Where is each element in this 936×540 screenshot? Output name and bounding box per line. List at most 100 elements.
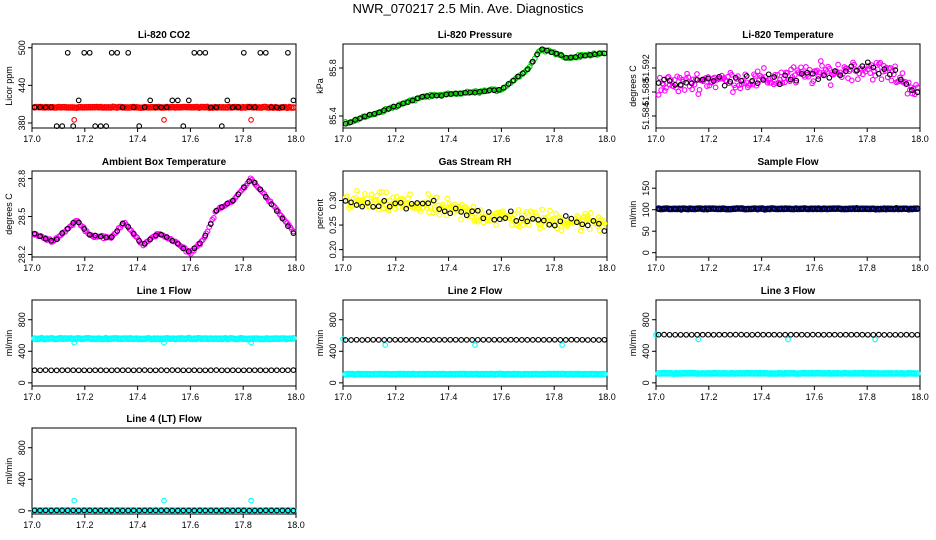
data-point xyxy=(405,99,411,105)
data-point xyxy=(169,367,176,373)
data-point xyxy=(471,218,478,224)
data-point xyxy=(524,337,531,343)
data-point xyxy=(31,507,38,514)
data-point xyxy=(397,336,404,343)
data-point xyxy=(152,232,159,239)
data-point xyxy=(163,234,170,240)
x-tick-label: 17.6 xyxy=(806,134,824,144)
data-point xyxy=(152,507,159,514)
data-point xyxy=(793,331,800,338)
data-point xyxy=(480,215,487,222)
data-point xyxy=(202,367,209,374)
data-point xyxy=(892,67,899,73)
data-point xyxy=(376,109,383,116)
data-point xyxy=(257,186,264,193)
data-point xyxy=(694,331,701,338)
data-point xyxy=(218,204,225,210)
data-point xyxy=(535,336,542,343)
data-point xyxy=(776,331,783,338)
data-point xyxy=(525,221,532,228)
data-point xyxy=(516,223,523,230)
data-point xyxy=(103,123,110,129)
data-point xyxy=(202,232,209,239)
data-point xyxy=(370,336,377,343)
data-point xyxy=(886,331,893,338)
chart-panel-ambient-temp: Ambient Box Temperature 17.0 17.2 17.4 17.6 1… xyxy=(4,157,305,273)
data-point xyxy=(508,221,515,228)
data-point xyxy=(262,193,269,200)
data-point xyxy=(712,84,719,91)
data-point xyxy=(114,228,121,234)
series-1 xyxy=(655,59,921,96)
data-point xyxy=(798,64,804,71)
data-point xyxy=(568,336,575,343)
x-tick-label: 17.0 xyxy=(23,134,41,144)
data-point xyxy=(202,49,209,56)
data-point xyxy=(75,97,82,104)
data-point xyxy=(37,507,43,514)
data-point xyxy=(240,367,247,374)
data-point xyxy=(48,507,55,514)
data-point xyxy=(452,205,459,212)
data-point xyxy=(831,331,838,338)
data-point xyxy=(248,117,254,123)
data-point xyxy=(381,205,387,212)
data-point xyxy=(472,342,478,348)
data-point xyxy=(37,104,43,111)
data-point xyxy=(196,240,203,247)
data-point xyxy=(553,50,560,57)
data-point xyxy=(359,203,366,210)
data-point xyxy=(75,367,82,374)
data-point xyxy=(430,337,437,343)
data-point xyxy=(746,82,752,89)
y-axis-label: kPa xyxy=(315,78,325,94)
data-point xyxy=(352,117,359,123)
series-2 xyxy=(31,49,297,129)
series-1 xyxy=(71,497,254,504)
data-point xyxy=(347,119,354,126)
data-point xyxy=(59,123,66,129)
data-point xyxy=(273,507,280,514)
data-point xyxy=(426,209,433,216)
data-point xyxy=(847,66,854,73)
data-point xyxy=(897,76,904,83)
data-point xyxy=(174,507,181,514)
data-point xyxy=(903,331,910,338)
data-point xyxy=(710,78,717,84)
data-point xyxy=(820,205,827,212)
data-point xyxy=(71,339,78,346)
data-point xyxy=(694,205,701,212)
data-point xyxy=(125,507,132,514)
data-point xyxy=(721,331,728,338)
data-point xyxy=(185,507,192,514)
data-point xyxy=(798,206,805,212)
data-point xyxy=(558,227,565,234)
data-point xyxy=(191,49,198,56)
data-point xyxy=(108,367,115,374)
data-point xyxy=(452,336,459,343)
panel-title: Li-820 Temperature xyxy=(742,30,834,41)
y-tick-label: 100 xyxy=(641,202,651,217)
x-tick-label: 17.4 xyxy=(753,392,771,402)
data-point xyxy=(395,102,402,109)
data-point xyxy=(601,228,608,234)
data-point xyxy=(180,367,187,374)
data-point xyxy=(743,73,750,79)
data-point xyxy=(161,339,167,346)
data-point xyxy=(474,336,481,343)
data-point xyxy=(716,331,723,338)
data-point xyxy=(185,367,192,374)
data-point xyxy=(914,205,921,212)
data-point xyxy=(875,70,882,77)
x-tick-label: 17.4 xyxy=(753,134,771,144)
data-point xyxy=(246,367,253,374)
x-tick-label: 17.0 xyxy=(647,263,665,273)
data-point xyxy=(710,331,717,338)
data-point xyxy=(579,336,586,343)
data-point xyxy=(661,206,667,212)
y-tick-label: 0 xyxy=(641,380,651,385)
data-point xyxy=(864,59,871,66)
data-point xyxy=(518,337,525,343)
data-point xyxy=(496,336,503,343)
y-tick-label: 0 xyxy=(328,380,338,385)
